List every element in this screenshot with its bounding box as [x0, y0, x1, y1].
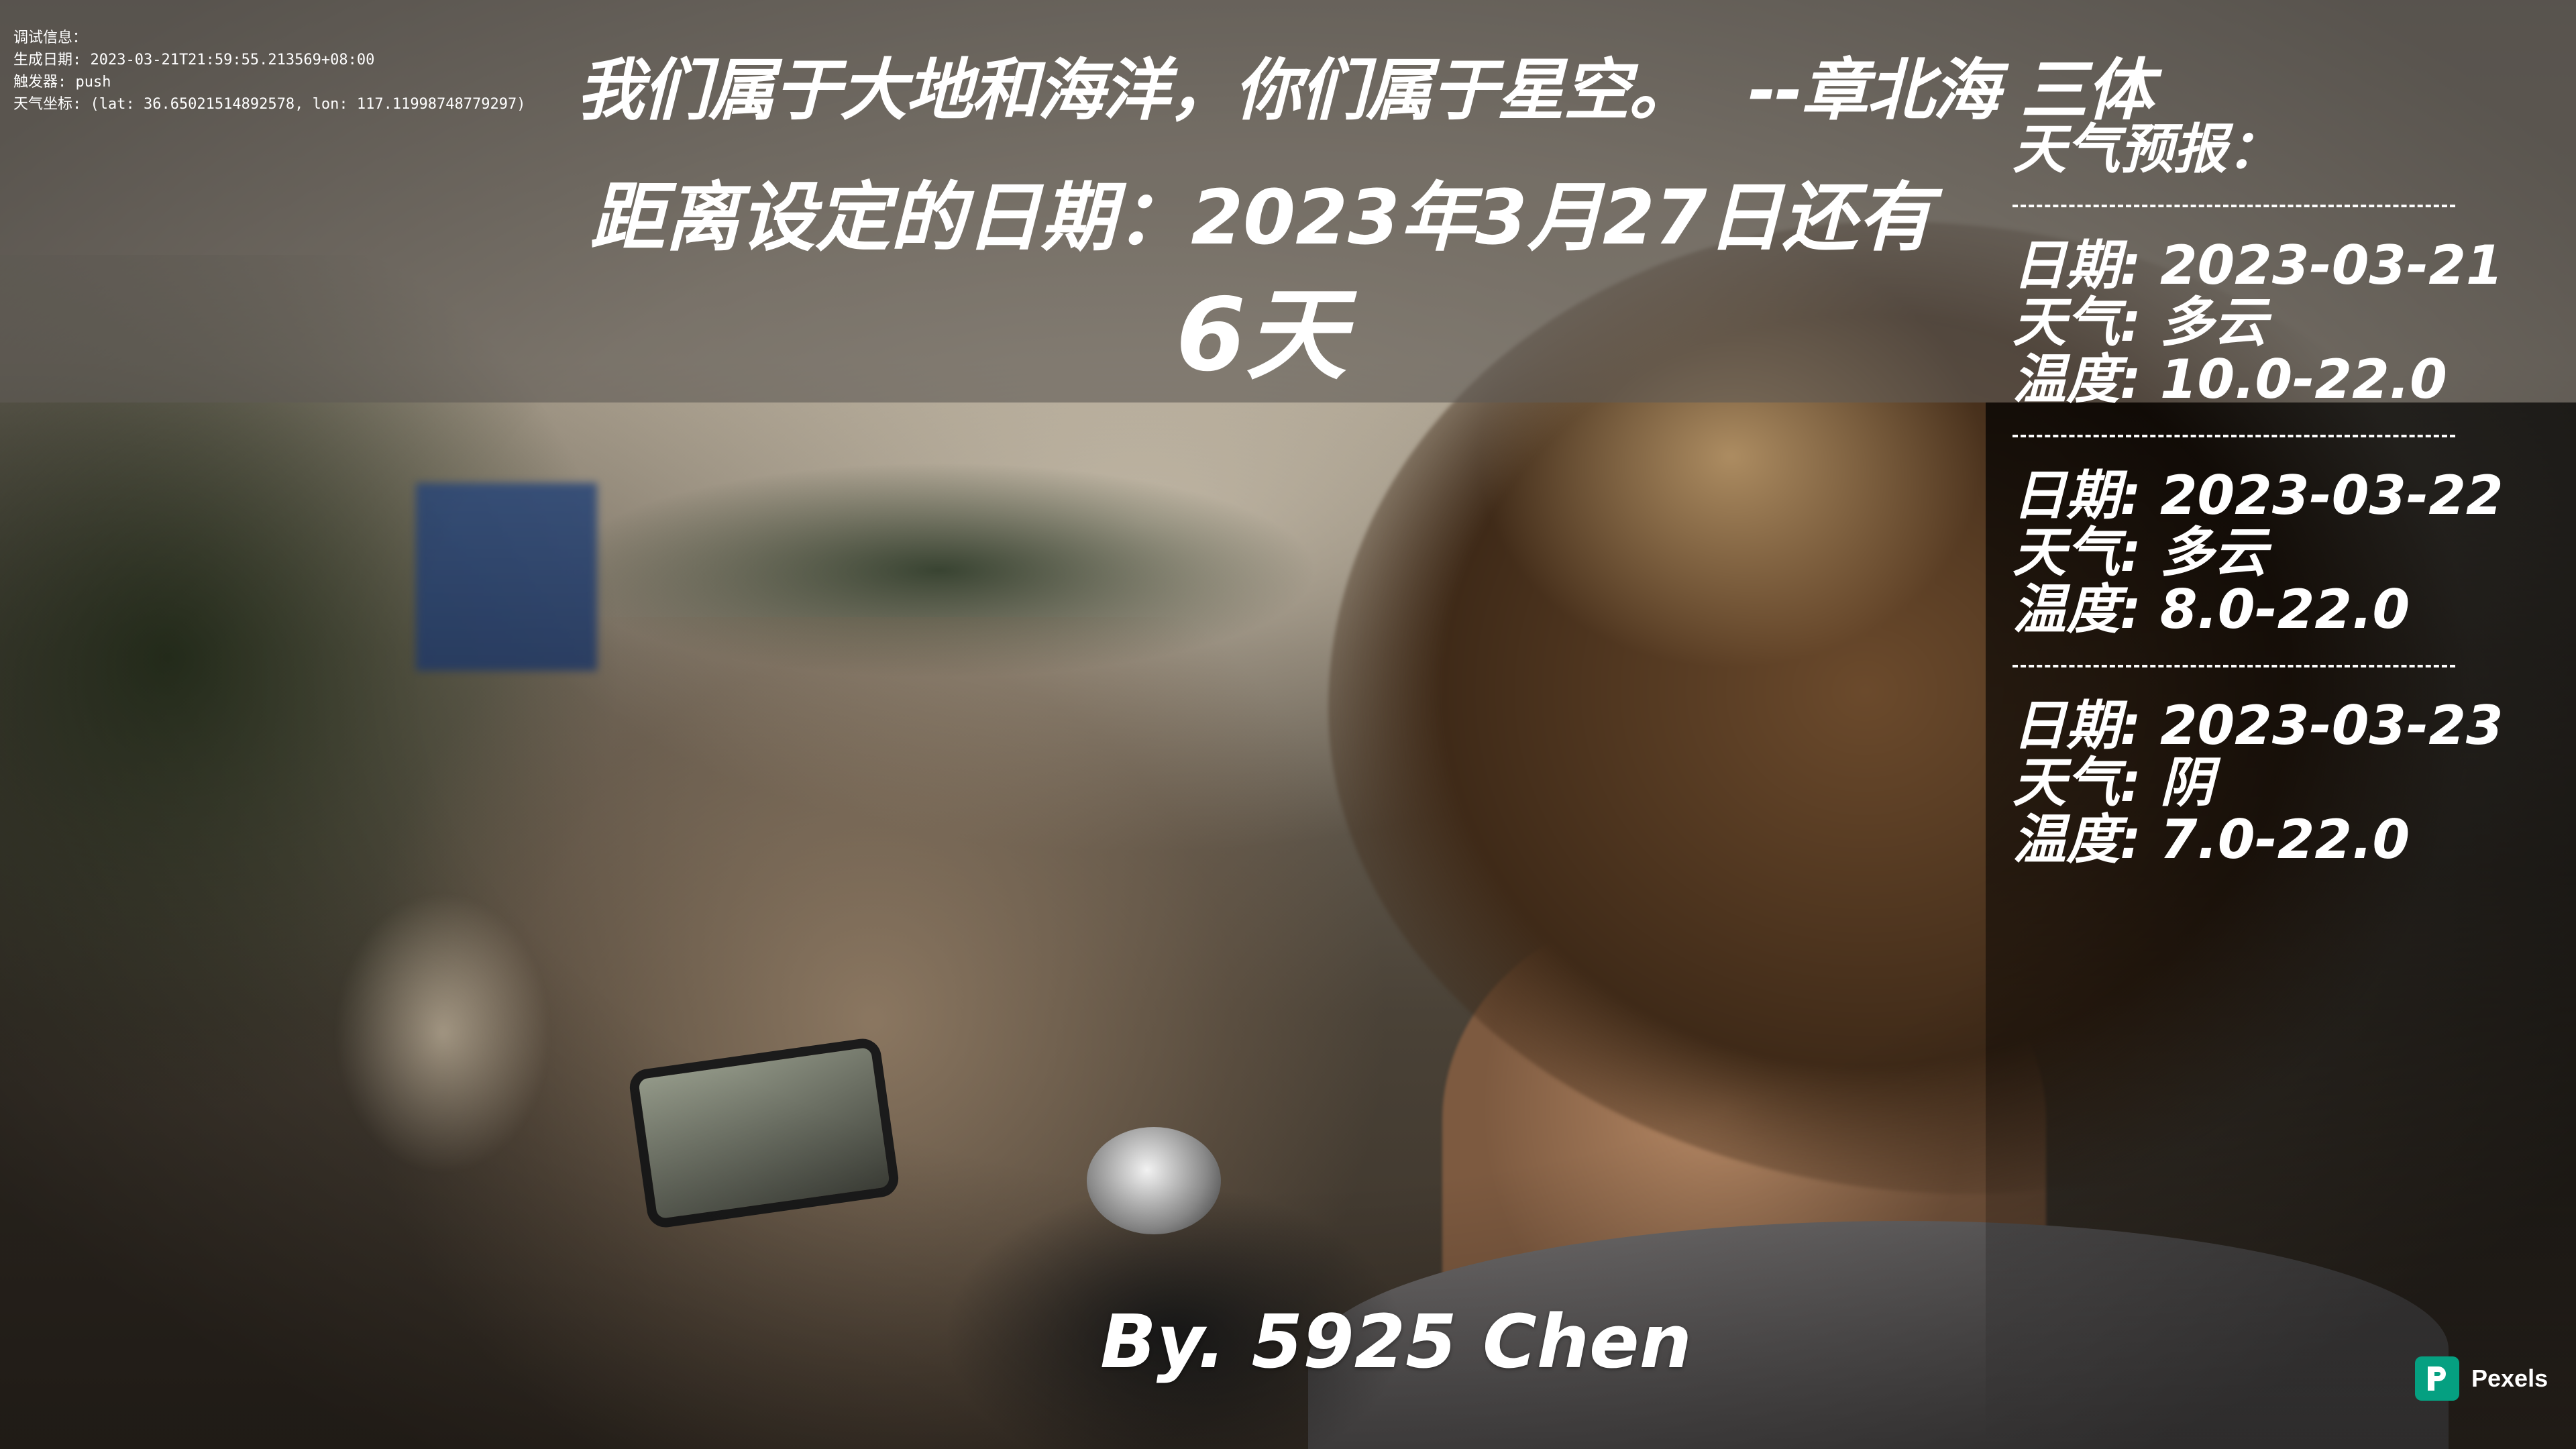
forecast-date: 日期: 2023-03-23 [2012, 694, 2504, 757]
debug-trigger: 触发器: push [13, 74, 111, 91]
quote-author: --章北海 三体 [1748, 51, 2153, 129]
forecast-weather: 天气: 多云 [2012, 521, 2267, 584]
pexels-credit[interactable]: Pexels [2415, 1355, 2548, 1402]
forecast-temperature: 温度: 8.0-22.0 [2012, 578, 2410, 641]
forecast-day: 日期: 2023-03-22 天气: 多云 温度: 8.0-22.0 [2012, 467, 2563, 638]
signature: By. 5925 Chen [1100, 1299, 1692, 1385]
quote-text: 我们属于大地和海洋，你们属于星空。 [577, 51, 1696, 129]
debug-generated-date: 生成日期: 2023-03-21T21:59:55.213569+08:00 [13, 52, 375, 68]
countdown-target: 距离设定的日期：2023年3月27日还有 [0, 168, 2576, 268]
forecast-separator [2012, 665, 2455, 670]
debug-heading: 调试信息： [13, 30, 88, 46]
forecast-date: 日期: 2023-03-22 [2012, 464, 2504, 527]
debug-info: 调试信息： 生成日期: 2023-03-21T21:59:55.213569+0… [13, 27, 526, 115]
forecast-title: 天气预报： [2012, 118, 2281, 180]
weather-forecast: 天气预报： 日期: 2023-03-21 天气: 多云 温度: 10.0-22.… [2012, 121, 2563, 868]
forecast-separator [2012, 435, 2455, 440]
debug-weather-coords: 天气坐标: (lat: 36.65021514892578, lon: 117.… [13, 96, 526, 113]
forecast-overlay-panel [1986, 402, 2576, 1449]
forecast-separator [2012, 205, 2455, 210]
countdown-target-text: 距离设定的日期：2023年3月27日还有 [590, 174, 1933, 262]
quote-line: 我们属于大地和海洋，你们属于星空。 --章北海 三体 [577, 40, 2153, 141]
forecast-temperature: 温度: 10.0-22.0 [2012, 348, 2447, 411]
background-road-sign [416, 483, 597, 671]
background-puddle [282, 859, 604, 1208]
forecast-date: 日期: 2023-03-21 [2012, 234, 2504, 297]
countdown-days-value: 6天 [1175, 277, 1347, 394]
pexels-label: Pexels [2471, 1364, 2548, 1392]
forecast-weather: 天气: 阴 [2012, 751, 2214, 814]
countdown-days: 6天 [0, 275, 2576, 396]
pexels-logo-icon [2415, 1356, 2459, 1401]
top-overlay-band [0, 0, 2576, 402]
forecast-day: 日期: 2023-03-23 天气: 阴 温度: 7.0-22.0 [2012, 697, 2563, 868]
background-motorcycle-headlamp [1087, 1127, 1221, 1234]
forecast-day: 日期: 2023-03-21 天气: 多云 温度: 10.0-22.0 [2012, 237, 2563, 408]
forecast-weather: 天气: 多云 [2012, 291, 2267, 354]
forecast-temperature: 温度: 7.0-22.0 [2012, 808, 2410, 871]
